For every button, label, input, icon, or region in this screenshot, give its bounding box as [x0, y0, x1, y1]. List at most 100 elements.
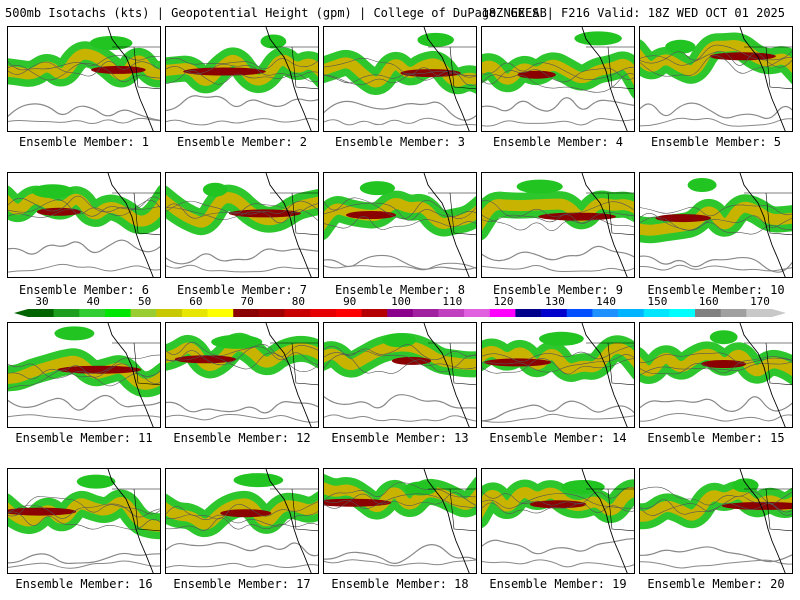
wind-maximum — [574, 31, 622, 46]
isotach-map — [482, 469, 634, 573]
ensemble-member-label: Ensemble Member: 11 — [15, 431, 153, 445]
colorbar-segment — [515, 309, 542, 317]
colorbar-segment — [28, 309, 54, 317]
height-contour — [640, 255, 792, 273]
isotach-map — [640, 469, 792, 573]
ensemble-map-panel — [481, 322, 635, 428]
colorbar-min-arrow — [14, 309, 28, 317]
ensemble-map-panel — [165, 468, 319, 574]
ensemble-map-panel — [639, 26, 793, 132]
colorbar-tick-label: 110 — [442, 295, 463, 308]
isotach-map — [8, 173, 160, 277]
streamline — [640, 486, 792, 506]
ensemble-member-label: Ensemble Member: 14 — [489, 431, 627, 445]
coastline — [107, 27, 154, 131]
wind-maximum — [89, 36, 133, 50]
ensemble-member-label: Ensemble Member: 20 — [647, 577, 785, 591]
jet-core — [538, 212, 616, 221]
height-contour — [324, 414, 476, 422]
streamline — [166, 501, 318, 520]
ensemble-map-panel — [481, 468, 635, 574]
height-contour — [8, 552, 160, 565]
streamline — [8, 199, 160, 216]
wind-maximum — [202, 182, 228, 197]
streamline — [8, 363, 160, 380]
jet-core — [391, 356, 432, 365]
political-border — [428, 46, 476, 90]
isotach-map — [482, 173, 634, 277]
colorbar-tick-label: 50 — [137, 295, 152, 308]
ensemble-map-panel — [481, 26, 635, 132]
jet-band-mid — [482, 198, 634, 231]
isotach-map — [166, 469, 318, 573]
height-contour — [166, 401, 318, 414]
isotach-map — [640, 173, 792, 277]
political-border — [270, 192, 318, 236]
height-contour — [482, 245, 634, 262]
political-border — [744, 488, 792, 532]
jet-core — [701, 360, 747, 368]
streamline — [324, 493, 476, 509]
ensemble-map-panel — [639, 468, 793, 574]
colorbar-tick-label: 120 — [493, 295, 514, 308]
coastline — [423, 469, 470, 573]
height-contour — [324, 394, 476, 409]
height-contour — [324, 117, 476, 126]
isotach-map — [482, 323, 634, 427]
wind-maximum — [665, 39, 696, 54]
colorbar-segment — [361, 309, 388, 317]
height-contour — [640, 559, 792, 569]
streamline — [482, 486, 634, 506]
streamline — [482, 358, 634, 375]
wind-maximum — [539, 331, 584, 346]
ensemble-map-panel — [165, 26, 319, 132]
political-border — [744, 192, 792, 236]
colorbar-segment — [79, 309, 106, 317]
jet-core — [8, 507, 77, 516]
colorbar-segment — [541, 309, 568, 317]
streamline — [166, 352, 318, 373]
ensemble-map-panel — [639, 322, 793, 428]
ensemble-map-panel — [165, 322, 319, 428]
wind-maximum — [359, 181, 395, 196]
political-border — [586, 488, 634, 532]
colorbar-tick-label: 40 — [86, 295, 100, 308]
coastline — [739, 323, 786, 427]
isotach-map — [640, 27, 792, 131]
streamline — [482, 200, 634, 218]
colorbar-segment — [104, 309, 131, 317]
colorbar-tick-label: 130 — [544, 295, 565, 308]
streamline — [324, 482, 476, 502]
height-contour — [482, 97, 634, 112]
isotach-map — [324, 469, 476, 573]
colorbar-segment — [233, 309, 260, 317]
wind-maximum — [561, 480, 605, 494]
colorbar-segment — [207, 309, 234, 317]
political-border — [270, 46, 318, 90]
isotach-map — [8, 469, 160, 573]
streamline — [8, 195, 160, 213]
wind-maximum — [417, 32, 454, 47]
streamline — [8, 206, 160, 218]
ensemble-member-label: Ensemble Member: 7 — [176, 283, 308, 297]
wind-maximum — [211, 334, 263, 349]
streamline — [640, 502, 792, 516]
colorbar-segment — [53, 309, 80, 317]
jet-band-mid — [8, 48, 160, 80]
wind-maximum — [233, 473, 284, 488]
coastline — [739, 27, 786, 131]
isotach-map — [8, 27, 160, 131]
coastline — [265, 469, 312, 573]
political-border — [586, 342, 634, 386]
streamline — [166, 346, 318, 366]
streamline — [324, 70, 476, 86]
jet-band-mid — [324, 198, 476, 231]
colorbar-segment — [412, 309, 439, 317]
height-contour — [640, 546, 792, 563]
height-contour — [324, 262, 476, 271]
streamline — [166, 70, 318, 85]
product-title: 500mb Isotachs (kts) | Geopotential Heig… — [5, 6, 547, 20]
height-contour — [640, 396, 792, 413]
colorbar-segment — [284, 309, 311, 317]
isotach-map — [166, 323, 318, 427]
